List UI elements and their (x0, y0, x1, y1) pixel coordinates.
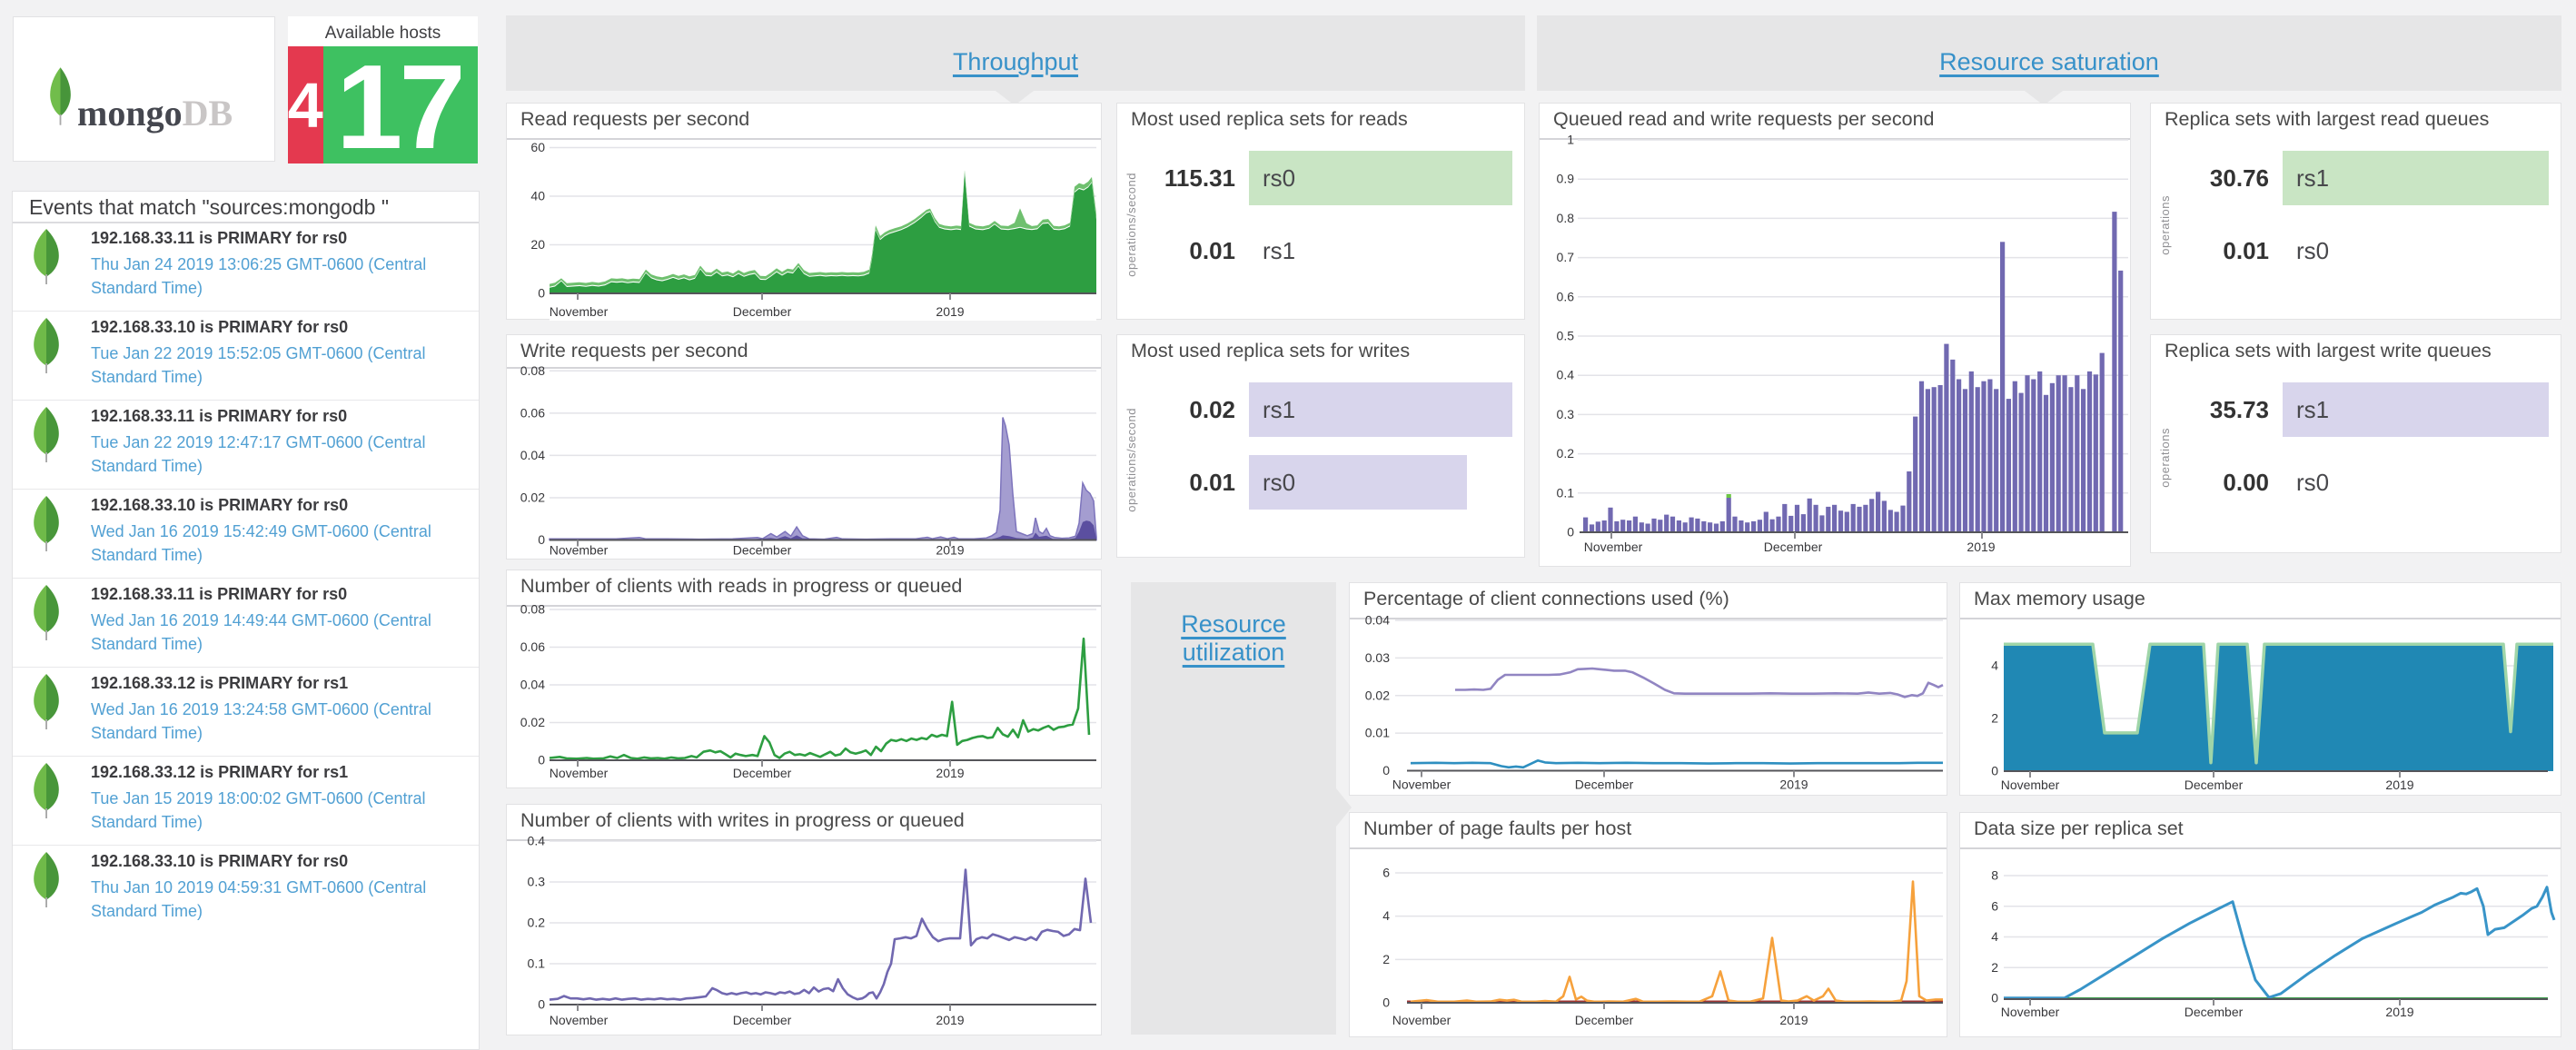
svg-text:2019: 2019 (2385, 778, 2413, 792)
svg-text:2019: 2019 (936, 1013, 964, 1027)
svg-text:0.03: 0.03 (1365, 650, 1390, 665)
svg-text:2019: 2019 (1779, 778, 1808, 792)
svg-text:0.3: 0.3 (528, 875, 546, 889)
svg-text:December: December (1575, 1013, 1634, 1027)
svg-text:2019: 2019 (936, 304, 964, 319)
svg-text:1: 1 (1567, 133, 1574, 147)
svg-text:0.08: 0.08 (520, 363, 545, 378)
svg-text:0.5: 0.5 (1557, 329, 1575, 343)
svg-text:0.2: 0.2 (1557, 446, 1575, 461)
svg-text:8: 8 (1991, 868, 1998, 883)
svg-text:0: 0 (538, 532, 545, 547)
svg-text:November: November (550, 1013, 609, 1027)
svg-text:0.1: 0.1 (1557, 485, 1575, 500)
svg-text:December: December (733, 543, 792, 558)
svg-text:December: December (2185, 1005, 2244, 1019)
svg-text:December: December (733, 1013, 792, 1027)
svg-text:December: December (733, 304, 792, 319)
svg-text:4: 4 (1991, 929, 1998, 944)
svg-text:November: November (2001, 778, 2060, 792)
svg-text:0.2: 0.2 (528, 916, 546, 930)
svg-text:November: November (1584, 540, 1643, 554)
svg-text:2019: 2019 (1967, 540, 1995, 554)
svg-text:0.8: 0.8 (1557, 211, 1575, 225)
svg-text:November: November (550, 543, 609, 558)
svg-text:20: 20 (530, 237, 545, 252)
svg-text:2019: 2019 (936, 766, 964, 780)
svg-text:0.04: 0.04 (520, 448, 545, 462)
svg-text:December: December (733, 766, 792, 780)
svg-text:November: November (550, 766, 609, 780)
svg-text:November: November (2001, 1005, 2060, 1019)
svg-text:0.06: 0.06 (520, 639, 545, 654)
svg-text:4: 4 (1382, 908, 1390, 923)
svg-text:2019: 2019 (1779, 1013, 1808, 1027)
svg-text:0: 0 (538, 997, 545, 1012)
svg-text:0.4: 0.4 (1557, 368, 1575, 382)
svg-text:0: 0 (538, 286, 545, 301)
svg-text:December: December (1764, 540, 1823, 554)
svg-text:0.04: 0.04 (1365, 613, 1390, 628)
svg-text:0: 0 (1991, 764, 1998, 778)
svg-text:2019: 2019 (2385, 1005, 2413, 1019)
svg-text:0.06: 0.06 (520, 405, 545, 420)
svg-text:2019: 2019 (936, 543, 964, 558)
svg-text:0.7: 0.7 (1557, 250, 1575, 264)
svg-text:2: 2 (1991, 960, 1998, 975)
svg-text:0: 0 (1567, 525, 1574, 540)
svg-text:0.01: 0.01 (1365, 726, 1390, 740)
svg-text:4: 4 (1991, 659, 1998, 673)
svg-text:December: December (1575, 778, 1634, 792)
svg-text:40: 40 (530, 189, 545, 203)
svg-text:0.08: 0.08 (520, 602, 545, 617)
svg-text:0.6: 0.6 (1557, 289, 1575, 303)
svg-text:0.02: 0.02 (520, 715, 545, 729)
svg-text:0.04: 0.04 (520, 678, 545, 692)
svg-text:0.3: 0.3 (1557, 407, 1575, 421)
svg-text:6: 6 (1382, 866, 1390, 880)
svg-text:0.02: 0.02 (520, 490, 545, 504)
svg-text:0: 0 (1382, 996, 1390, 1010)
svg-text:0: 0 (538, 753, 545, 768)
svg-text:0: 0 (1991, 991, 1998, 1005)
svg-text:0.9: 0.9 (1557, 172, 1575, 186)
svg-text:60: 60 (530, 140, 545, 154)
svg-text:November: November (550, 304, 609, 319)
svg-text:November: November (1392, 778, 1451, 792)
svg-text:0.4: 0.4 (528, 834, 546, 848)
svg-text:0.1: 0.1 (528, 956, 546, 971)
svg-text:6: 6 (1991, 898, 1998, 913)
svg-text:November: November (1392, 1013, 1451, 1027)
svg-text:2: 2 (1382, 952, 1390, 966)
svg-text:December: December (2185, 778, 2244, 792)
svg-text:2: 2 (1991, 711, 1998, 726)
svg-text:0: 0 (1382, 763, 1390, 778)
svg-text:0.02: 0.02 (1365, 688, 1390, 702)
